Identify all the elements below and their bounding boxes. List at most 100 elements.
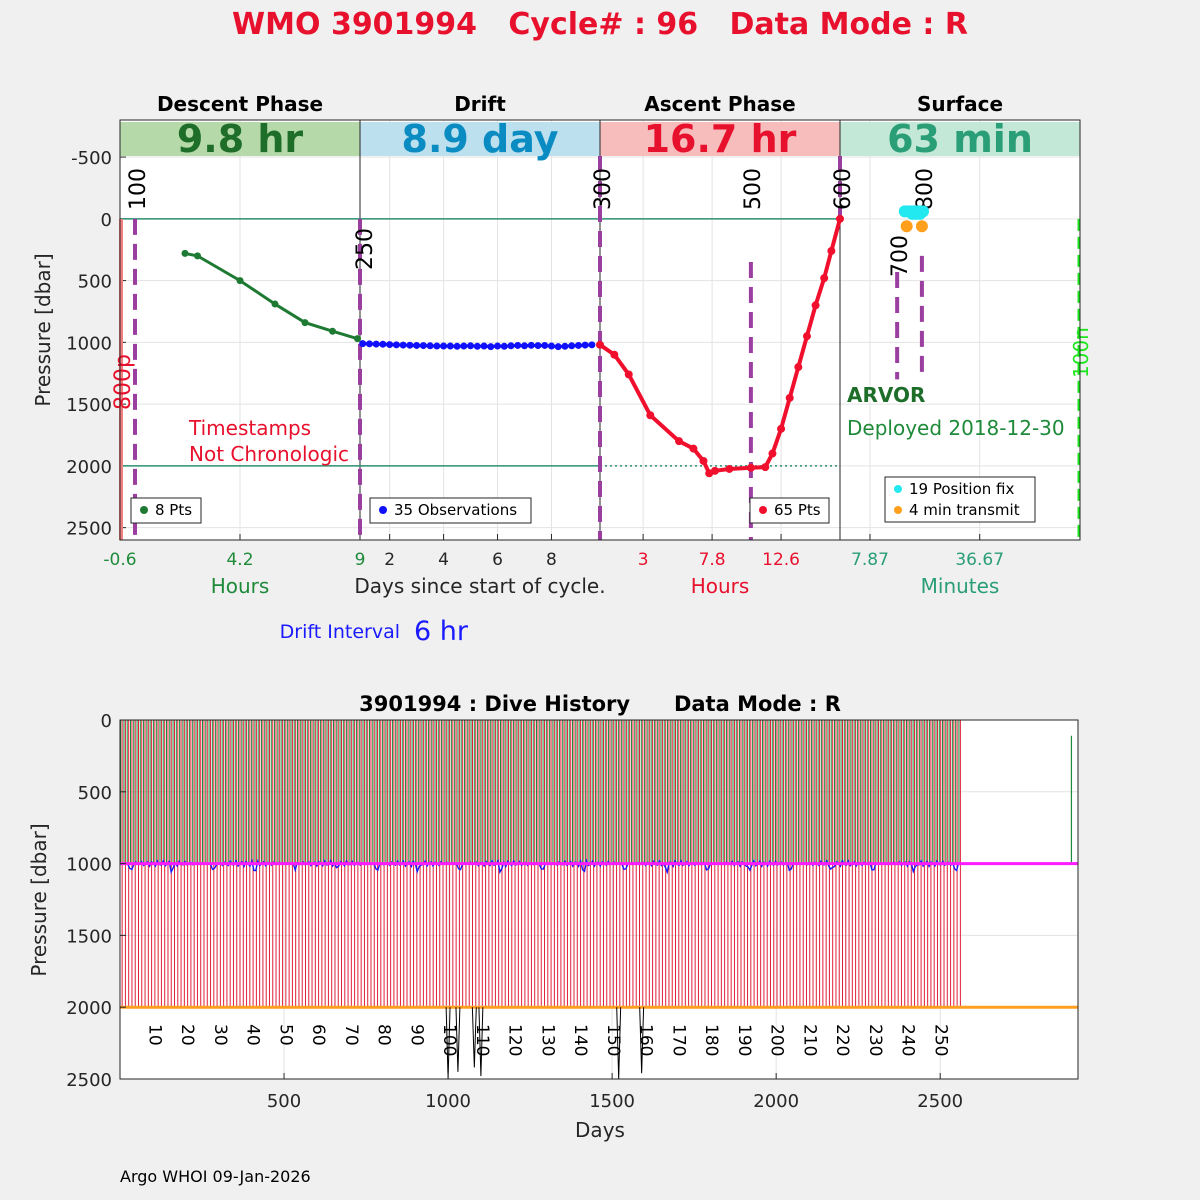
dive-history-chart: 10 20 30 40 50 60 70 80 90 100 110 120 130 140 150 160 1… — [66, 711, 1079, 1112]
phase-title-1: Drift — [454, 92, 506, 116]
drift-point — [460, 342, 468, 350]
dive-x-tick-label: 1000 — [425, 1091, 471, 1112]
phase-band-2 — [600, 122, 840, 156]
top-y-label: Pressure [dbar] — [31, 253, 55, 406]
top-x-label: Days since start of cycle. — [354, 574, 605, 598]
cycle-number-label: 150 — [603, 1024, 623, 1056]
ascent-point — [596, 340, 604, 349]
legend-box — [749, 497, 830, 524]
phase-duration-1: 8.9 day — [402, 117, 559, 161]
dive-data: 10 20 30 40 50 60 70 80 90 100 110 120 130 140 150 160 1… — [119, 720, 1079, 1080]
legend-marker — [759, 506, 767, 514]
legend-label: 8 Pts — [155, 501, 192, 519]
marker-300-label: 300 — [591, 168, 616, 210]
marker-250-label: 250 — [353, 228, 378, 270]
cycle-number-label: 200 — [767, 1024, 787, 1056]
ascent-point — [610, 350, 619, 359]
drift-point — [433, 342, 441, 350]
axes: -500 0 500 1000 1500 2000 2500 -0.6 4.2 9 Hours 2 4 6… — [66, 120, 1004, 598]
dive-y-tick-label: 1500 — [66, 926, 112, 947]
deep-excursion — [471, 1007, 477, 1068]
legend-marker — [379, 506, 387, 514]
transmit-point — [900, 220, 913, 233]
phase-band-3 — [840, 122, 1080, 156]
marker-700-label: 700 — [888, 235, 913, 277]
timestamps-note-line2: Not Chronologic — [189, 442, 349, 466]
phase-duration-3: 63 min — [887, 117, 1033, 161]
cycle-number-label: 100 — [439, 1024, 459, 1056]
position-fix-point — [914, 207, 926, 220]
ascent-point — [768, 449, 777, 458]
deep-excursion — [455, 1007, 461, 1072]
cycle-number-label: 70 — [341, 1024, 361, 1046]
ascent-point — [699, 456, 708, 465]
pressure-100n-label: 100n — [1069, 327, 1093, 378]
ascent-point — [646, 411, 655, 420]
cycle-number-label: 110 — [472, 1024, 492, 1056]
x-tick-label: -0.6 — [103, 550, 136, 570]
drift-point — [446, 342, 454, 350]
phase-duration-2: 16.7 hr — [644, 117, 797, 161]
x-tick-label: 3 — [638, 550, 649, 570]
phase-title-0: Descent Phase — [157, 92, 323, 116]
drift-point — [514, 341, 522, 349]
drift-point — [440, 342, 448, 350]
legend-box — [369, 497, 532, 524]
dive-y-tick-label: 2500 — [66, 1070, 112, 1091]
drift-point — [399, 341, 407, 349]
drift-point — [467, 342, 475, 350]
drift-point — [379, 340, 387, 348]
phase-band-1 — [360, 122, 600, 156]
drift-point — [581, 341, 589, 349]
marker-800-label: 800 — [913, 168, 938, 210]
drift-point — [426, 342, 434, 350]
cycle-number-label: 180 — [701, 1024, 721, 1056]
cycle-number-label: 170 — [668, 1024, 688, 1056]
ascent-point — [820, 274, 829, 283]
footer-credit: Argo WHOI 09-Jan-2026 — [120, 1167, 311, 1186]
cycle-number-label: 190 — [734, 1024, 754, 1056]
ascent-point — [777, 424, 786, 433]
drift-point — [453, 342, 461, 350]
x-tick-label: 9 — [355, 550, 366, 570]
pressure-800p-label: 800p — [111, 354, 136, 410]
drift-point — [365, 340, 373, 348]
ascent-point — [624, 370, 633, 379]
drift-point — [359, 340, 367, 348]
drift-point — [480, 342, 488, 350]
phase-duration-0: 9.8 hr — [177, 117, 304, 161]
legend-marker — [894, 485, 902, 493]
dive-y-tick-label: 2000 — [66, 998, 112, 1019]
x-tick-label: 8 — [546, 550, 557, 570]
cycle-number-label: 40 — [243, 1024, 263, 1046]
drift-point — [487, 343, 495, 351]
drift-point — [386, 341, 394, 349]
drift-point — [568, 342, 576, 350]
legend-label: 65 Pts — [774, 501, 821, 519]
drift-point — [419, 342, 427, 350]
ascent-point — [761, 463, 770, 472]
timestamps-note-line1: Timestamps — [188, 416, 311, 440]
page-title: WMO 3901994 Cycle# : 96 Data Mode : R — [232, 7, 968, 42]
x-tick-label: 4.2 — [226, 550, 253, 570]
drift-point — [500, 342, 508, 350]
drift-point — [541, 341, 549, 349]
dive-x-tick-label: 1500 — [589, 1091, 635, 1112]
y-tick-label: 1000 — [66, 333, 112, 354]
x-tick-label: 2 — [384, 550, 395, 570]
x-tick-label: 4 — [438, 550, 449, 570]
dive-y-tick-label: 0 — [101, 711, 112, 732]
deep-excursion — [478, 1007, 484, 1077]
segment-unit-label: Hours — [691, 574, 750, 598]
drift-point — [534, 342, 542, 350]
ascent-point — [675, 437, 684, 446]
y-tick-label: 500 — [78, 272, 112, 293]
plot-border — [119, 119, 1081, 541]
descent-point — [236, 277, 244, 285]
deployment-date: Deployed 2018-12-30 — [847, 416, 1065, 440]
descent-point — [181, 249, 189, 257]
drift-point — [520, 342, 528, 350]
descent-point — [301, 319, 309, 327]
descent-point — [271, 300, 279, 308]
